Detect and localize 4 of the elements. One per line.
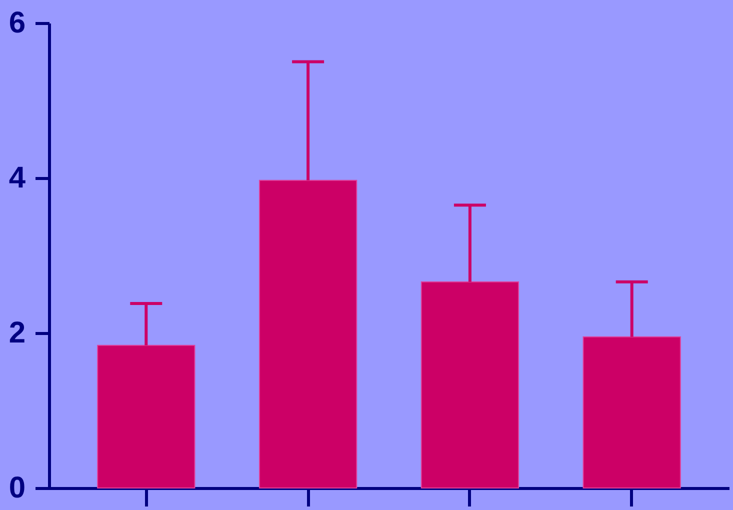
y-tick-label: 6 (8, 6, 26, 40)
y-tick-label: 0 (8, 472, 26, 504)
y-tick-label: 2 (8, 316, 26, 350)
y-tick-label: 4 (8, 162, 26, 194)
